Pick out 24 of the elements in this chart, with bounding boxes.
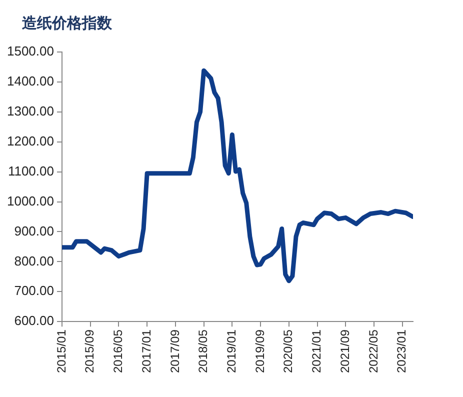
y-tick-label: 1400.00	[6, 74, 54, 89]
y-tick-label: 1500.00	[6, 44, 54, 59]
x-tick-label: 2022/05	[366, 329, 380, 374]
x-tick-label: 2016/05	[111, 329, 126, 374]
x-tick-label: 2015/09	[82, 329, 97, 374]
x-tick-label: 2020/05	[281, 329, 296, 374]
x-tick-label: 2021/09	[338, 329, 352, 374]
y-tick-label: 800.00	[14, 253, 54, 268]
x-tick-label: 2017/09	[168, 329, 182, 374]
y-tick-label: 700.00	[14, 283, 54, 298]
x-tick-label: 2019/01	[224, 329, 238, 374]
y-tick-label: 1200.00	[6, 133, 54, 148]
x-tick-label: 2023/01	[394, 329, 409, 374]
x-tick-label: 2019/09	[252, 329, 267, 374]
y-tick-label: 900.00	[14, 223, 54, 238]
x-tick-label: 2018/05	[196, 329, 210, 374]
y-tick-label: 600.00	[14, 313, 54, 328]
chart-title: 造纸价格指数	[22, 14, 112, 33]
y-tick-label: 1000.00	[6, 193, 54, 208]
x-tick-label: 2017/01	[139, 329, 154, 374]
x-tick-label: 2015/01	[54, 329, 68, 374]
x-tick-label: 2021/01	[310, 329, 324, 374]
y-tick-label: 1300.00	[6, 103, 54, 118]
y-tick-label: 1100.00	[8, 163, 54, 178]
